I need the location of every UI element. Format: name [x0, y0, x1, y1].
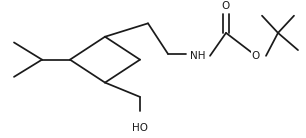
Text: NH: NH: [190, 51, 206, 61]
Text: HO: HO: [132, 123, 148, 133]
Text: O: O: [222, 1, 230, 11]
Text: O: O: [252, 51, 260, 61]
